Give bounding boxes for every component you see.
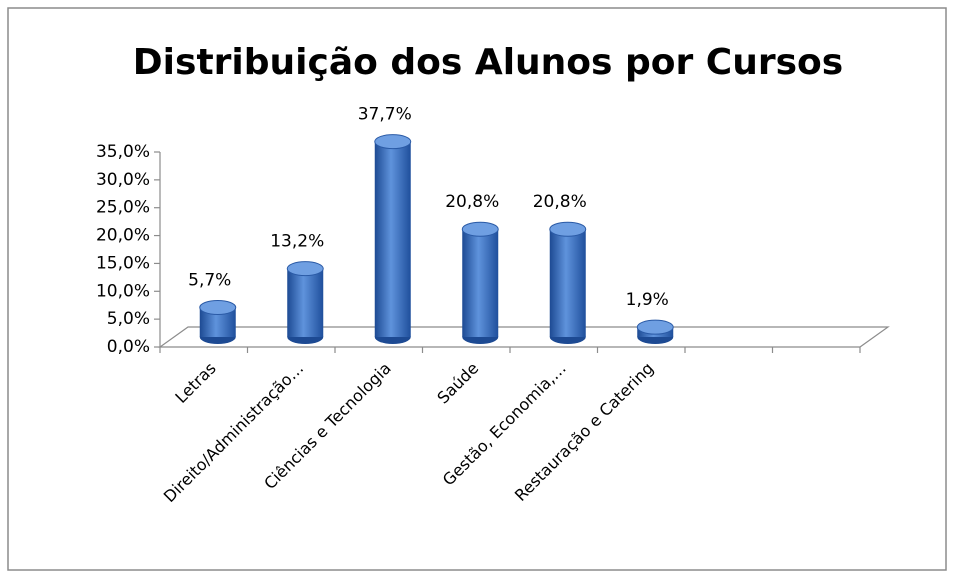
bar-body [374,141,411,337]
y-tick-label: 15,0% [96,253,150,273]
bar-top [286,261,324,277]
value-label: 37,7% [358,105,412,125]
bar [374,134,412,344]
bar-top [374,134,412,150]
y-tick-label: 10,0% [96,281,150,301]
y-tick-label: 30,0% [96,170,150,190]
value-label: 13,2% [270,232,324,252]
bar [461,221,499,344]
bar [199,299,237,344]
value-label: 1,9% [626,290,669,310]
bar-body [462,229,499,337]
bar [286,261,324,344]
value-label: 20,8% [533,192,587,212]
y-tick-label: 25,0% [96,198,150,218]
bar-top [199,299,237,315]
bar-top [549,221,587,237]
y-tick-label: 0,0% [107,337,150,357]
y-tick-label: 20,0% [96,226,150,246]
bar [636,319,674,344]
y-tick-label: 35,0% [96,142,150,162]
bar-body [549,229,586,337]
bar [549,221,587,344]
chart-title: Distribuição dos Alunos por Cursos [133,42,843,83]
bar-top [461,221,499,237]
value-label: 20,8% [445,192,499,212]
y-tick-label: 5,0% [107,309,150,329]
bar-top [636,319,674,335]
value-label: 5,7% [188,270,231,290]
floor [158,326,890,348]
bar-body [287,268,324,337]
